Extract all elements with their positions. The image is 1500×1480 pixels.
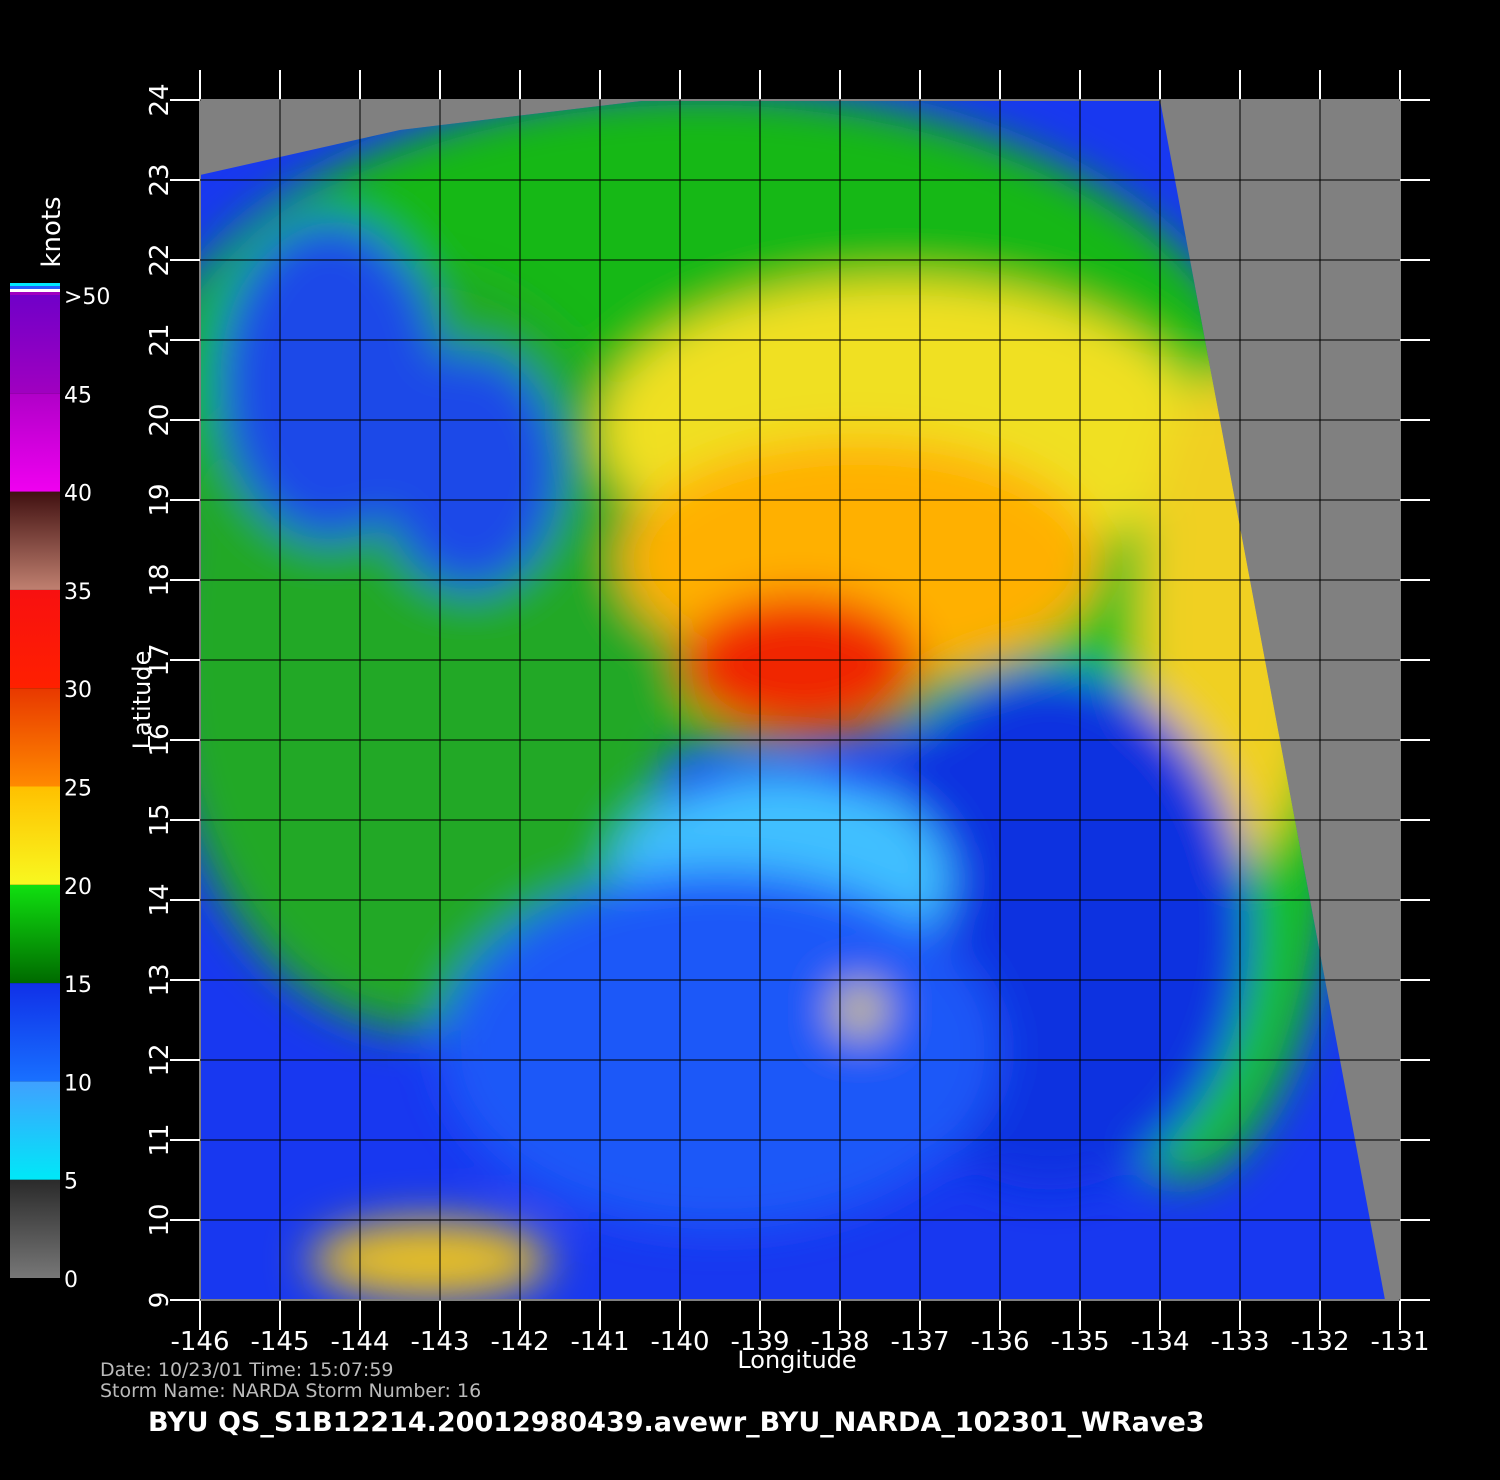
colorbar-segment [10,1179,60,1278]
y-tick-label: 24 [145,83,175,116]
colorbar-tick-label: 40 [64,482,92,507]
x-tick-label: -144 [330,1327,389,1357]
x-tick-label: -145 [250,1327,309,1357]
colorbar-tick-label: 25 [64,777,92,802]
y-tick-label: 23 [145,163,175,196]
x-tick-label: -138 [810,1327,869,1357]
colorbar-cap [10,283,60,286]
colorbar-tick-label: 20 [64,875,92,900]
colorbar-segment [10,589,60,689]
colorbar-segment [10,884,60,984]
y-tick-label: 14 [145,883,175,916]
y-tick-label: 11 [145,1123,175,1156]
colorbar-tick-label: 0 [64,1268,78,1293]
x-tick-label: -140 [650,1327,709,1357]
colorbar-segment [10,1081,60,1180]
colorbar-tick-label: 30 [64,678,92,703]
colorbar-segment [10,491,60,590]
y-tick-label: 16 [145,723,175,756]
y-tick-label: 22 [145,243,175,276]
x-tick-label: -133 [1210,1327,1269,1357]
x-tick-label: -132 [1290,1327,1349,1357]
colorbar-tick-label: 15 [64,973,92,998]
colorbar-tick-label: 35 [64,580,92,605]
colorbar-cap [10,286,60,289]
x-tick-label: -141 [570,1327,629,1357]
y-tick-label: 12 [145,1043,175,1076]
colorbar-segment [10,688,60,787]
x-tick-label: -135 [1050,1327,1109,1357]
x-tick-label: -143 [410,1327,469,1357]
axes [170,70,1430,1330]
y-tick-label: 13 [145,963,175,996]
y-tick-label: 18 [145,563,175,596]
y-tick-label: 21 [145,323,175,356]
y-tick-label: 9 [145,1292,175,1309]
colorbar-cap [10,292,60,295]
colorbar-cap [10,289,60,292]
y-tick-label: 19 [145,483,175,516]
colorbar-tick-label: 5 [64,1170,78,1195]
y-tick-label: 17 [145,643,175,676]
x-tick-label: -142 [490,1327,549,1357]
x-tick-label: -131 [1370,1327,1429,1357]
x-tick-label: -136 [970,1327,1029,1357]
storm-line: Storm Name: NARDA Storm Number: 16 [100,1380,481,1402]
wind-field [200,100,1400,1300]
x-axis-label: Longitude [737,1346,856,1374]
y-axis-label: Latitude [128,651,156,750]
colorbar-label: knots [37,196,67,267]
colorbar-segment [10,393,60,492]
y-tick-label: 10 [145,1203,175,1236]
colorbar-tick-label: >50 [64,285,110,310]
x-tick-label: -139 [730,1327,789,1357]
colorbar-segment [10,295,60,394]
y-tick-label: 20 [145,403,175,436]
x-tick-label: -146 [170,1327,229,1357]
x-tick-label: -134 [1130,1327,1189,1357]
date-line: Date: 10/23/01 Time: 15:07:59 [100,1359,394,1381]
x-tick-label: -137 [890,1327,949,1357]
colorbar-segment [10,983,60,1082]
y-tick-label: 15 [145,803,175,836]
colorbar-tick-label: 45 [64,383,92,408]
colorbar-segment [10,786,60,885]
colorbar-tick-label: 10 [64,1071,92,1096]
file-title: BYU QS_S1B12214.20012980439.avewr_BYU_NA… [148,1407,1205,1438]
